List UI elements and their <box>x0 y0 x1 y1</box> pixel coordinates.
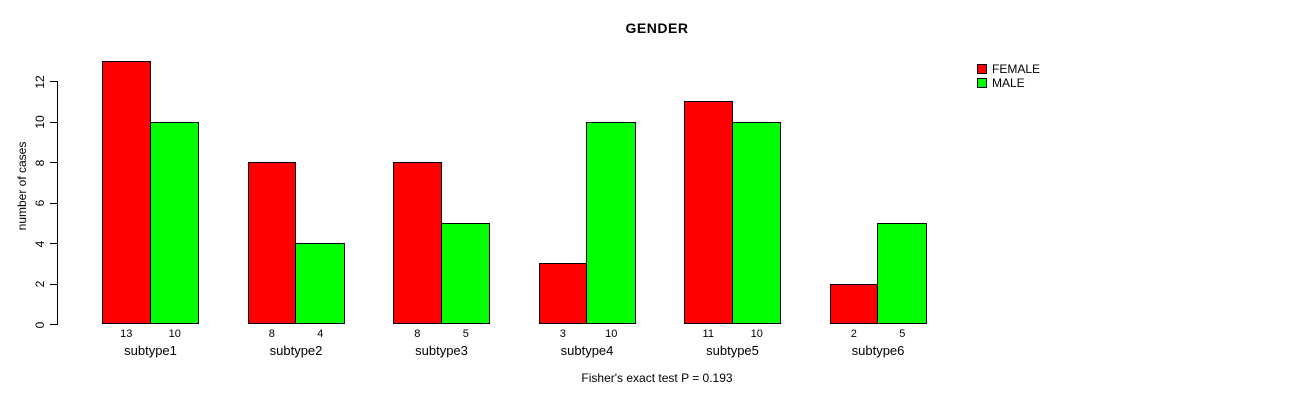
bar-value-label: 10 <box>750 328 763 340</box>
x-category-label: subtype6 <box>851 343 905 358</box>
y-tick <box>50 121 57 123</box>
y-tick-label: 6 <box>33 199 47 207</box>
legend-label-female: FEMALE <box>992 62 1041 76</box>
y-tick-label: 2 <box>33 280 47 288</box>
bar-male-subtype6 <box>877 222 927 324</box>
bar-male-subtype5 <box>731 121 781 324</box>
bar-value-label: 2 <box>850 328 857 340</box>
bar-value-label: 3 <box>559 328 566 340</box>
x-category-label: subtype2 <box>269 343 323 358</box>
y-tick-label: 8 <box>33 159 47 166</box>
y-tick-label: 10 <box>33 115 47 129</box>
chart-footer-pvalue: Fisher's exact test P = 0.193 <box>581 371 733 385</box>
bar-male-subtype4 <box>586 121 636 324</box>
bar-female-subtype5 <box>684 101 733 324</box>
bar-value-label: 4 <box>317 328 324 340</box>
bar-value-label: 8 <box>414 328 421 340</box>
bar-female-subtype1 <box>102 60 151 324</box>
legend-swatch-female-icon <box>977 64 987 74</box>
bar-value-label: 5 <box>462 328 469 340</box>
bar-female-subtype2 <box>247 162 296 324</box>
y-axis-line <box>57 81 58 325</box>
bar-value-label: 10 <box>605 328 618 340</box>
bar-value-label: 13 <box>120 328 133 340</box>
y-tick <box>50 81 57 82</box>
legend-label-male: MALE <box>992 76 1025 90</box>
bar-value-label: 11 <box>702 328 714 340</box>
y-tick <box>50 162 57 163</box>
legend-entry-female: FEMALE <box>977 62 1040 76</box>
y-tick <box>50 324 57 325</box>
bar-female-subtype3 <box>393 162 442 324</box>
legend-swatch-male-icon <box>977 78 987 88</box>
chart-title: GENDER <box>625 20 689 36</box>
bar-male-subtype3 <box>440 222 490 324</box>
bar-female-subtype6 <box>829 283 878 324</box>
y-tick <box>50 202 57 204</box>
x-category-label: subtype5 <box>706 343 759 358</box>
bar-female-subtype4 <box>538 263 587 324</box>
y-tick-label: 4 <box>33 240 47 247</box>
bar-male-subtype1 <box>149 121 199 324</box>
y-axis-title: number of cases <box>15 141 29 231</box>
x-category-label: subtype3 <box>415 343 468 358</box>
x-category-label: subtype4 <box>560 343 614 358</box>
y-tick-label: 12 <box>33 74 47 89</box>
y-tick-label: 0 <box>33 321 47 328</box>
bar-male-subtype2 <box>295 243 345 324</box>
x-category-label: subtype1 <box>124 343 177 358</box>
legend: FEMALE MALE <box>977 62 1040 90</box>
y-tick <box>50 283 57 285</box>
legend-entry-male: MALE <box>977 76 1040 90</box>
bar-value-label: 8 <box>268 328 275 340</box>
bar-value-label: 10 <box>168 328 181 340</box>
bar-value-label: 5 <box>899 328 906 340</box>
y-tick <box>50 243 57 244</box>
